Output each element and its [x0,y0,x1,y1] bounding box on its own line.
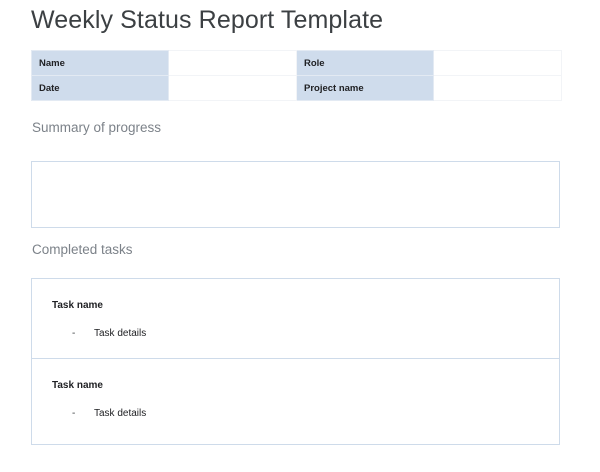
task-name-label: Task name [52,380,103,391]
table-cell-value-name[interactable] [168,50,297,76]
table-cell-value-date[interactable] [168,75,297,101]
info-table: Name Role Date Project name [31,50,562,101]
table-row: Date Project name [31,75,562,101]
table-cell-label-date: Date [31,75,169,101]
table-cell-value-project-name[interactable] [433,75,562,101]
dash-bullet-icon: - [72,408,76,419]
task-detail-row: - Task details [72,328,146,339]
section-heading-completed-tasks: Completed tasks [32,242,133,257]
section-heading-summary-of-progress: Summary of progress [32,120,162,135]
completed-task-box-2[interactable]: Task name - Task details [31,358,560,445]
dash-bullet-icon: - [72,328,76,339]
completed-task-box-1[interactable]: Task name - Task details [31,278,560,359]
task-name-label: Task name [52,300,103,311]
table-row: Name Role [31,50,562,76]
task-detail-row: - Task details [72,408,146,419]
table-cell-label-project-name: Project name [296,75,434,101]
task-detail-label: Task details [94,328,147,339]
summary-of-progress-textbox[interactable] [31,161,560,228]
table-cell-label-name: Name [31,50,169,76]
table-cell-label-role: Role [296,50,434,76]
page-title: Weekly Status Report Template [31,6,384,34]
table-cell-value-role[interactable] [433,50,562,76]
task-detail-label: Task details [94,408,147,419]
